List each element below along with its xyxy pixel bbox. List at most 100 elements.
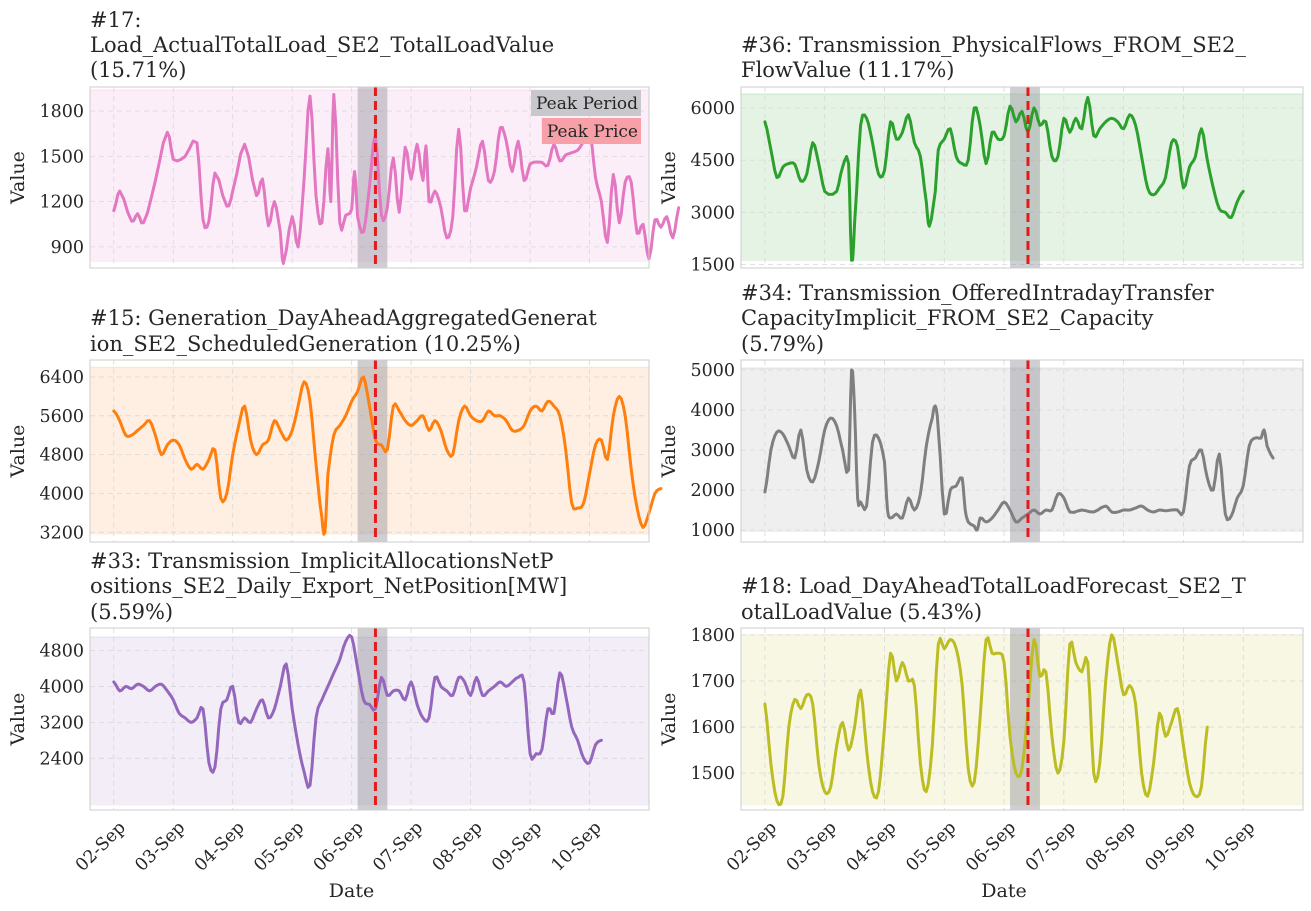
x-tick-label: 04-Sep [843,818,901,876]
y-axis-label: Value [658,693,680,747]
y-tick-label: 3000 [690,203,735,223]
y-tick-label: 3200 [39,523,84,543]
y-tick-label: 1800 [39,102,84,122]
y-tick-label: 1000 [690,521,735,541]
chart-title-line: #18: Load_DayAheadTotalLoadForecast_SE2_… [741,574,1246,598]
chart-panel-5: #33: Transmission_ImplicitAllocationsNet… [7,549,650,902]
series-line [112,375,663,536]
y-tick-label: 1700 [690,672,735,692]
y-axis-label: Value [7,151,29,205]
chart-title-line: Load_ActualTotalLoad_SE2_TotalLoadValue [90,33,554,57]
chart-panel-4: #34: Transmission_OfferedIntradayTransfe… [658,281,1304,543]
chart-title-line: #15: Generation_DayAheadAggregatedGenera… [90,306,597,330]
y-axis-label: Value [658,151,680,205]
x-tick-label: 04-Sep [191,818,249,876]
y-tick-label: 3000 [690,441,735,461]
peak-period-span [357,87,388,268]
y-tick-label: 900 [51,238,84,258]
x-tick-label: 02-Sep [723,818,781,876]
x-tick-label: 03-Sep [783,818,841,876]
y-axis-label: Value [658,425,680,479]
peak-period-span [357,360,388,542]
value-range-band [90,636,649,806]
value-range-band [741,93,1303,262]
plot-frame [89,627,650,811]
x-axis-label: Date [329,880,374,902]
y-tick-label: 4800 [39,641,84,661]
chart-title-line: CapacityImplicit_FROM_SE2_Capacity [741,306,1153,330]
x-tick-label: 09-Sep [488,818,546,876]
x-tick-label: 05-Sep [250,818,308,876]
y-tick-label: 4000 [39,484,84,504]
peak-period-span [357,628,388,810]
series-line [763,95,1245,262]
y-tick-label: 1200 [39,193,84,213]
chart-panel-3: #15: Generation_DayAheadAggregatedGenera… [7,306,663,543]
peak-period-span [1010,628,1040,810]
chart-title-line: (5.59%) [90,600,173,624]
plot-frame [740,359,1304,543]
y-tick-label: 3200 [39,713,84,733]
chart-title-line: (15.71%) [90,58,186,82]
legend: Peak Period Peak Price [531,90,641,144]
plot-area [741,360,1303,542]
plot-area [90,628,649,810]
x-tick-label: 08-Sep [1082,818,1140,876]
x-tick-label: 06-Sep [310,818,368,876]
y-tick-label: 1600 [690,718,735,738]
y-tick-label: 1500 [690,764,735,784]
series-line [763,368,1275,532]
y-tick-label: 4000 [690,401,735,421]
legend-swatch [541,118,641,144]
chart-title-line: ositions_SE2_Daily_Export_NetPosition[MW… [90,574,567,598]
y-axis-label: Value [7,693,29,747]
y-tick-label: 2400 [39,749,84,769]
plot-frame [89,86,650,269]
y-tick-label: 1800 [690,626,735,646]
y-tick-label: 1500 [690,256,735,276]
plot-frame [740,627,1304,811]
x-axis-label: Date [981,880,1026,902]
chart-title-line: ion_SE2_ScheduledGeneration (10.25%) [90,332,521,356]
y-tick-label: 4800 [39,446,84,466]
y-tick-label: 5000 [690,361,735,381]
x-tick-label: 06-Sep [962,818,1020,876]
x-tick-label: 09-Sep [1142,818,1200,876]
plot-frame [740,86,1304,269]
chart-panel-2: #36: Transmission_PhysicalFlows_FROM_SE2… [658,33,1304,276]
y-tick-label: 1500 [39,147,84,167]
plot-area [741,628,1303,810]
y-tick-label: 6400 [39,368,84,388]
plot-frame [89,359,650,543]
chart-panel-1: #17:Load_ActualTotalLoad_SE2_TotalLoadVa… [7,8,681,269]
x-tick-label: 07-Sep [369,818,427,876]
x-tick-label: 03-Sep [131,818,189,876]
y-tick-label: 4500 [690,151,735,171]
plot-area [741,87,1303,268]
y-tick-label: 5600 [39,407,84,427]
y-tick-label: 6000 [690,99,735,119]
chart-title-line: #36: Transmission_PhysicalFlows_FROM_SE2… [741,33,1246,57]
value-range-band [741,634,1303,806]
x-tick-label: 07-Sep [1022,818,1080,876]
chart-title-line: FlowValue (11.17%) [741,58,954,82]
x-tick-label: 10-Sep [548,818,606,876]
series-line [112,633,603,789]
legend-label: Peak Price [547,122,638,142]
legend-swatch [531,90,641,116]
chart-title-line: (5.79%) [741,332,824,356]
y-tick-label: 2000 [690,481,735,501]
y-tick-label: 4000 [39,677,84,697]
x-tick-label: 10-Sep [1201,818,1259,876]
x-tick-label: 02-Sep [72,818,130,876]
x-tick-label: 08-Sep [429,818,487,876]
chart-title-line: #17: [90,8,141,32]
series-line [763,633,1209,807]
x-tick-label: 05-Sep [903,818,961,876]
y-axis-label: Value [7,425,29,479]
chart-title-line: #34: Transmission_OfferedIntradayTransfe… [741,281,1215,305]
legend-label: Peak Period [536,94,638,114]
chart-panel-6: #18: Load_DayAheadTotalLoadForecast_SE2_… [658,574,1304,902]
chart-title-line: otalLoadValue (5.43%) [741,600,982,624]
